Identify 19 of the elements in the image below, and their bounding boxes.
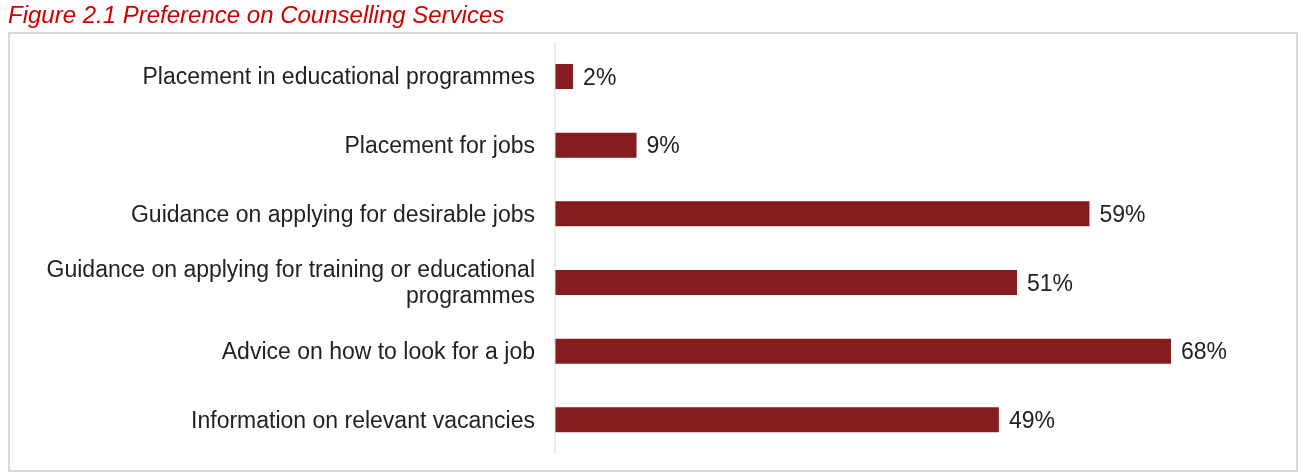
- data-label: 2%: [583, 63, 617, 90]
- y-tick-label: Guidance on applying for desirable jobs: [130, 200, 535, 227]
- data-label: 9%: [646, 132, 680, 159]
- y-tick-label: Advice on how to look for a job: [221, 338, 535, 364]
- bar: [555, 338, 1171, 364]
- bar: [555, 132, 637, 158]
- data-label: 51%: [1027, 269, 1074, 296]
- data-label: 49%: [1008, 406, 1055, 433]
- bar: [555, 269, 1017, 295]
- bar: [555, 63, 574, 89]
- bar: [555, 407, 999, 433]
- data-label: 68%: [1181, 338, 1228, 365]
- data-label: 59%: [1099, 200, 1146, 227]
- y-tick-label: Guidance on applying for training or educational programmes: [46, 256, 535, 309]
- text: Figure 2.1 Preference on Counselling Services: [8, 1, 505, 29]
- bar: [555, 201, 1090, 227]
- y-tick-label: Placement in educational programmes: [142, 63, 535, 90]
- y-tick-label: Information on relevant vacancies: [191, 406, 535, 433]
- y-tick-label: Placement for jobs: [344, 132, 535, 158]
